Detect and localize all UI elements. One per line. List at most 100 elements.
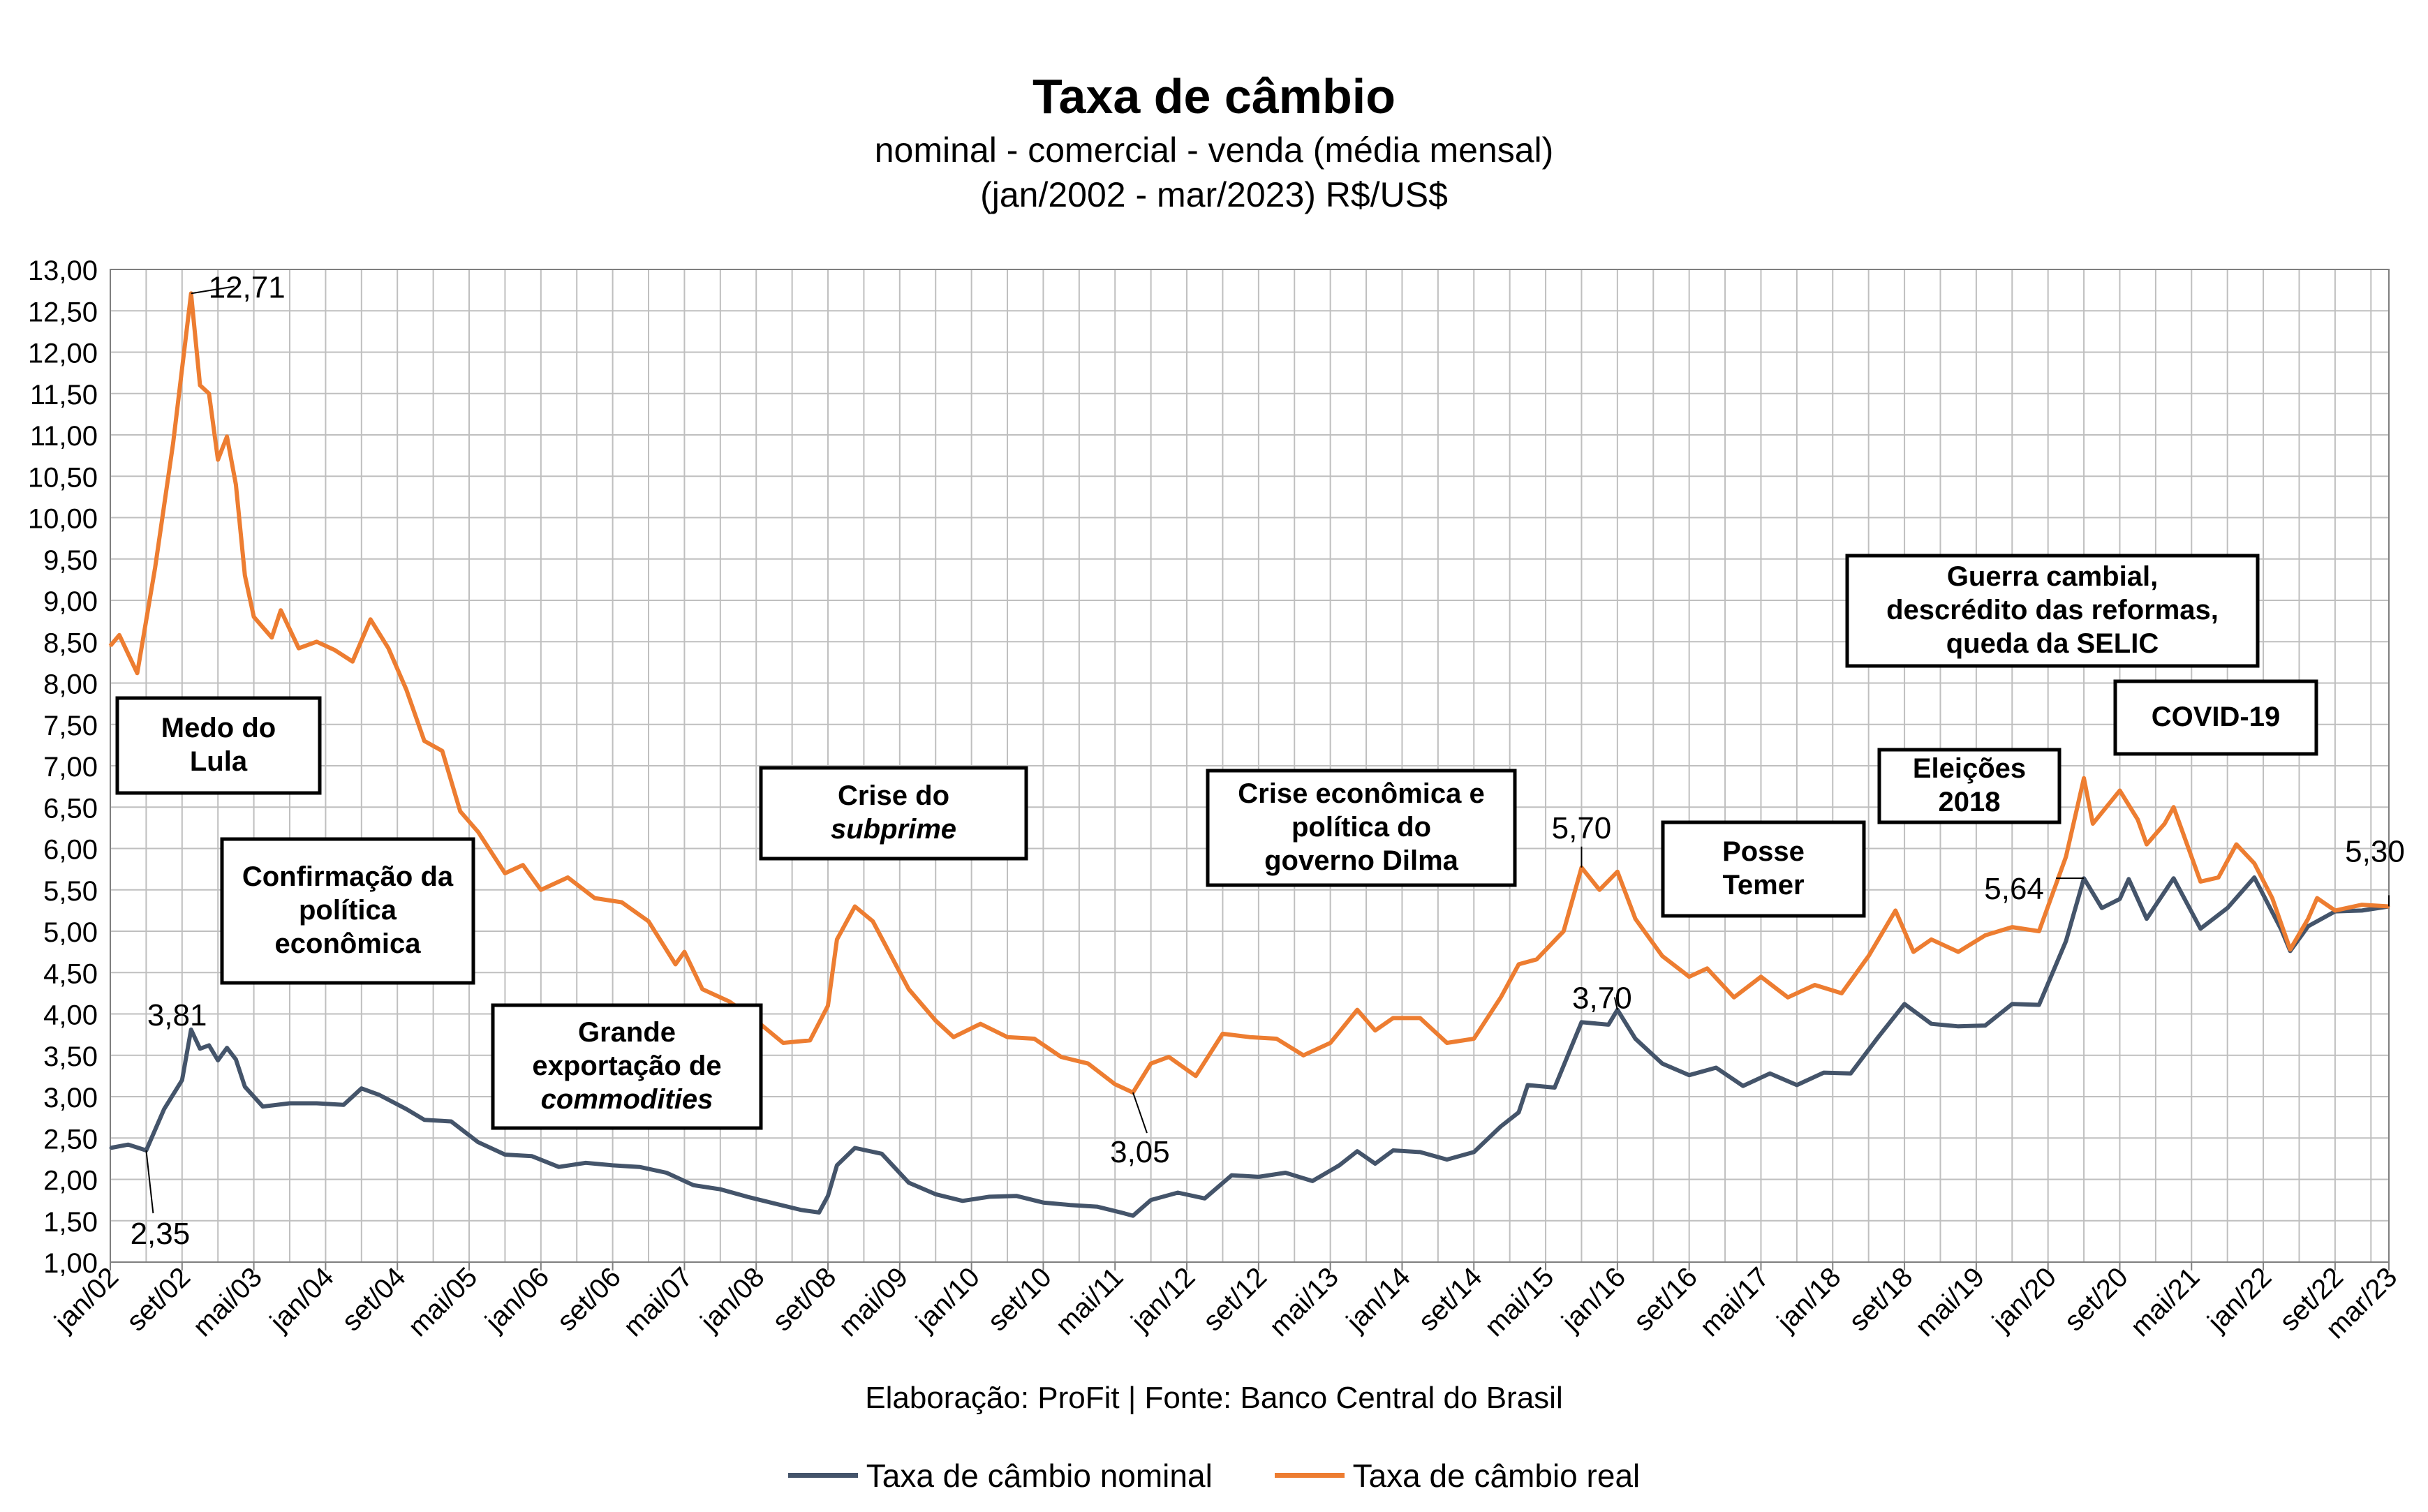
data-point xyxy=(2064,940,2067,942)
data-point xyxy=(378,1094,380,1097)
legend-item-nominal: Taxa de câmbio nominal xyxy=(787,1457,1213,1495)
data-point xyxy=(1607,1023,1610,1026)
y-tick-label: 1,00 xyxy=(43,1248,98,1279)
data-point xyxy=(163,1108,165,1111)
series-line-nominal xyxy=(110,875,2390,1218)
data-point xyxy=(871,920,874,923)
legend-label-nominal: Taxa de câmbio nominal xyxy=(866,1457,1213,1494)
data-point xyxy=(109,1147,112,1149)
data-point xyxy=(2127,877,2130,880)
data-point xyxy=(2360,903,2363,906)
data-point xyxy=(1894,909,1897,912)
data-point xyxy=(244,1085,246,1088)
data-point xyxy=(979,1023,982,1025)
data-point xyxy=(1338,1164,1340,1166)
x-tick-label: mai/03 xyxy=(187,1261,268,1342)
data-point xyxy=(2163,822,2166,825)
annotation-text: exportação de xyxy=(532,1051,721,1081)
annotation-text: Guerra cambial, xyxy=(1947,561,2158,592)
data-point xyxy=(1518,1111,1520,1113)
data-point xyxy=(1814,984,1816,986)
data-point xyxy=(817,1211,820,1214)
annotation-text: governo Dilma xyxy=(1264,845,1459,876)
x-tick-label: mai/21 xyxy=(2125,1261,2206,1342)
data-point xyxy=(225,1046,228,1049)
annotation-text: política xyxy=(299,895,397,926)
data-point xyxy=(2217,876,2220,879)
y-tick-label: 10,00 xyxy=(28,504,98,535)
data-point xyxy=(674,963,677,965)
data-point xyxy=(1096,1206,1098,1208)
annotation-frame xyxy=(1661,820,1866,918)
y-tick-label: 12,50 xyxy=(28,297,98,327)
data-point xyxy=(836,1164,838,1166)
y-tick-label: 3,50 xyxy=(43,1042,98,1072)
data-point xyxy=(360,1087,363,1090)
data-point xyxy=(1392,1016,1395,1019)
data-point xyxy=(1598,889,1601,891)
data-point xyxy=(181,1079,184,1081)
chart-subtitle-line-1: nominal - comercial - venda (média mensa… xyxy=(874,131,1554,170)
data-point xyxy=(405,1108,408,1111)
data-point xyxy=(1356,1009,1359,1011)
data-point xyxy=(2316,897,2318,900)
data-point xyxy=(1930,938,1933,941)
value-label: 2,35 xyxy=(131,1217,191,1251)
data-point xyxy=(782,1042,785,1044)
data-point xyxy=(342,1104,345,1106)
x-tick-label: set/20 xyxy=(2059,1261,2134,1337)
y-tick-label: 2,00 xyxy=(43,1166,98,1196)
x-tick-label: jan/10 xyxy=(910,1261,986,1337)
data-point xyxy=(2307,925,2309,928)
data-point xyxy=(262,1105,264,1108)
data-point xyxy=(827,1005,829,1007)
data-point xyxy=(1760,975,1762,978)
x-tick-label: mai/15 xyxy=(1479,1261,1560,1342)
y-tick-label: 8,00 xyxy=(43,669,98,700)
data-point xyxy=(1553,1086,1556,1089)
data-point xyxy=(566,876,569,879)
data-point xyxy=(1257,1176,1260,1178)
y-tick-label: 9,00 xyxy=(43,586,98,617)
data-point xyxy=(235,483,237,486)
y-tick-label: 8,50 xyxy=(43,628,98,658)
data-point xyxy=(207,392,210,395)
data-point xyxy=(216,1059,219,1062)
annotation-text: descrédito das reformas, xyxy=(1886,595,2219,625)
data-point xyxy=(1042,1201,1044,1204)
data-point xyxy=(2145,917,2148,920)
data-point xyxy=(2119,898,2121,900)
data-point xyxy=(316,640,318,643)
data-point xyxy=(854,1147,857,1149)
data-point xyxy=(1733,996,1735,999)
annotation-text: econômica xyxy=(275,928,422,959)
data-point xyxy=(934,1019,937,1022)
data-point xyxy=(1581,1021,1583,1023)
data-point xyxy=(1984,934,1987,937)
data-point xyxy=(1786,996,1789,999)
y-tick-label: 9,50 xyxy=(43,545,98,576)
data-point xyxy=(1132,1215,1134,1217)
data-point xyxy=(908,1181,910,1184)
data-point xyxy=(118,634,121,637)
annotation-frame xyxy=(1845,554,2260,668)
data-point xyxy=(369,618,372,621)
annotation-text: Crise econômica e xyxy=(1238,778,1485,809)
data-point xyxy=(423,1118,426,1121)
data-point xyxy=(746,1195,748,1198)
chart-source-note: Elaboração: ProFit | Fonte: Banco Centra… xyxy=(865,1381,1563,1415)
data-point xyxy=(1033,1037,1036,1040)
annotation-text: Crise do xyxy=(838,780,949,811)
data-point xyxy=(1912,951,1915,954)
value-label-leader xyxy=(1132,1092,1148,1134)
y-tick-label: 2,50 xyxy=(43,1124,98,1155)
x-tick-label: mai/07 xyxy=(618,1261,699,1342)
data-point xyxy=(1302,1054,1305,1057)
data-point xyxy=(665,1171,668,1174)
data-point xyxy=(405,688,408,691)
annotation-frame xyxy=(491,1003,763,1130)
data-point xyxy=(1688,1074,1691,1076)
x-tick-label: jan/12 xyxy=(1125,1261,1201,1337)
